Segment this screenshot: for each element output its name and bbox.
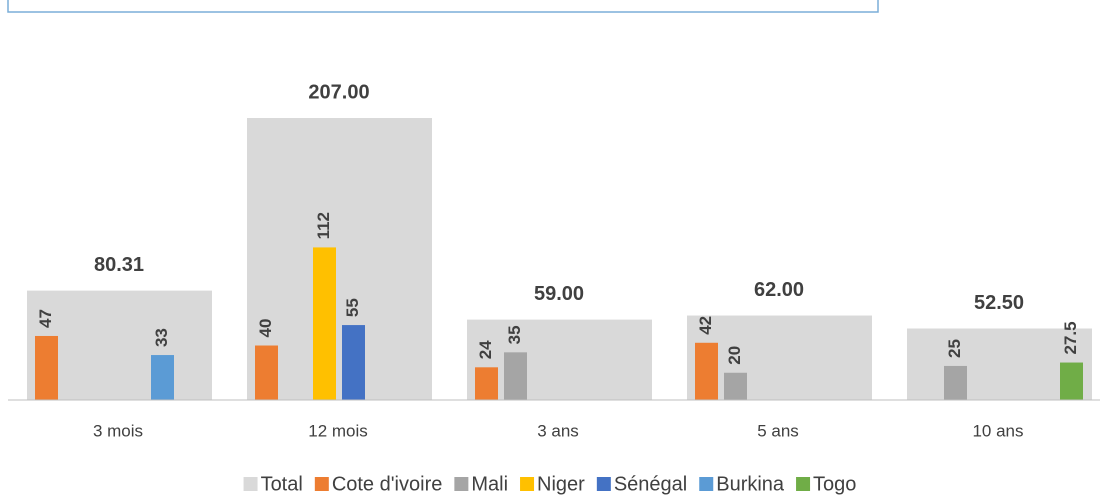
value-label: 55: [343, 298, 362, 317]
bar: [151, 355, 174, 400]
x-tick-label: 3 mois: [93, 421, 143, 440]
legend-label: Togo: [813, 473, 856, 495]
bar: [342, 325, 365, 400]
bar: [35, 335, 58, 400]
total-label: 52.50: [974, 292, 1024, 314]
x-tick-label: 10 ans: [972, 421, 1023, 440]
value-label: 47: [36, 309, 55, 328]
legend-swatch: [520, 477, 535, 491]
value-label: 33: [152, 328, 171, 347]
value-label: 112: [314, 212, 333, 239]
legend-label: Niger: [537, 473, 585, 495]
header-box: [7, 0, 879, 13]
value-label: 25: [945, 339, 964, 358]
value-label: 40: [256, 319, 275, 338]
bar: [504, 352, 527, 400]
bar: [313, 247, 336, 400]
x-tick-label: 5 ans: [757, 421, 799, 440]
bar: [724, 372, 747, 400]
total-label: 59.00: [534, 283, 584, 305]
bar: [475, 367, 498, 400]
legend-swatch: [243, 477, 258, 491]
bar: [695, 342, 718, 400]
x-tick-label: 12 mois: [308, 421, 368, 440]
value-label: 42: [696, 316, 715, 335]
legend-label: Burkina: [716, 473, 785, 495]
legend-label: Sénégal: [614, 473, 687, 495]
legend-label: Total: [261, 473, 303, 495]
legend-swatch: [314, 477, 329, 491]
legend-label: Cote d'ivoire: [332, 473, 443, 495]
value-label: 24: [476, 340, 495, 359]
legend-swatch: [699, 477, 714, 491]
total-label: 80.31: [94, 254, 144, 276]
bar: [1060, 362, 1083, 400]
legend-swatch: [596, 477, 611, 491]
x-tick-label: 3 ans: [537, 421, 579, 440]
bar: [255, 345, 278, 400]
legend-swatch: [796, 477, 811, 491]
total-label: 207.00: [308, 81, 369, 103]
value-label: 35: [505, 325, 524, 344]
value-label: 27.5: [1061, 321, 1080, 354]
total-label: 62.00: [754, 279, 804, 301]
value-label: 20: [725, 346, 744, 365]
bar: [944, 365, 967, 400]
legend-swatch: [454, 477, 469, 491]
legend-label: Mali: [471, 473, 508, 495]
